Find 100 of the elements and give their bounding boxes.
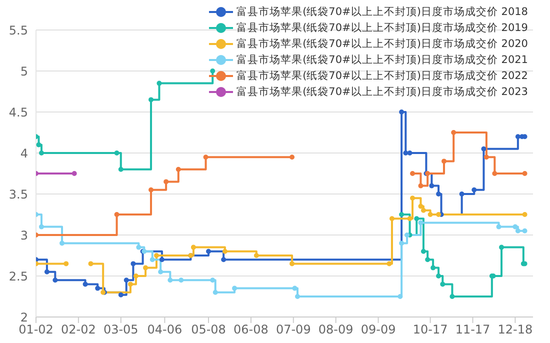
point (114, 150, 120, 156)
x-tick-label: 01-02 (18, 322, 54, 337)
point (150, 257, 155, 262)
point (118, 166, 124, 172)
point (436, 274, 442, 278)
point (210, 68, 216, 74)
point (133, 274, 138, 278)
point (221, 257, 226, 262)
point (492, 171, 498, 176)
point (148, 187, 154, 192)
point (82, 282, 88, 287)
x-tick-label: 12-18 (498, 322, 533, 337)
x-tick-label: 11-17 (455, 322, 490, 337)
x-tick-label: 09-09 (360, 322, 396, 337)
x-tick-label: 06-08 (234, 322, 268, 337)
y-tick-label: 4 (20, 146, 28, 160)
point (399, 240, 404, 246)
point (399, 110, 404, 114)
point (60, 240, 65, 246)
point (164, 179, 169, 184)
point (118, 292, 124, 298)
point (515, 228, 520, 234)
x-tick-label: 04-06 (147, 322, 182, 337)
point (295, 294, 300, 299)
point (450, 294, 455, 299)
point (420, 248, 426, 254)
point (38, 224, 44, 230)
point (159, 257, 164, 262)
point (430, 265, 436, 270)
point (136, 244, 142, 250)
point (124, 278, 129, 283)
point (232, 286, 238, 291)
point (410, 196, 416, 201)
y-tick-label: 3 (20, 228, 28, 242)
point (386, 261, 392, 266)
point (515, 134, 520, 140)
y-tick-label: 4.5 (8, 105, 28, 120)
point (206, 248, 212, 254)
legend-label: 富县市场苹果(纸袋70#以上上不封顶)日度市场成交价 2021 (236, 53, 528, 68)
point (440, 282, 446, 287)
point (481, 146, 486, 152)
x-tick-label: 05-08 (191, 322, 226, 337)
x-tick-label: 02-02 (61, 322, 96, 337)
legend-label: 富县市场苹果(纸袋70#以上上不封顶)日度市场成交价 2023 (236, 85, 528, 100)
y-tick-label: 2 (20, 310, 28, 324)
y-tick-label: 5.5 (8, 23, 28, 38)
point (212, 290, 218, 295)
y-tick-label: 2.5 (8, 269, 28, 284)
point (156, 80, 162, 86)
point (418, 220, 424, 226)
point (114, 212, 120, 217)
point (203, 154, 208, 160)
point (428, 212, 433, 217)
point (414, 216, 420, 222)
point (499, 244, 504, 250)
point (64, 261, 69, 266)
x-tick-label: 08-09 (318, 322, 354, 337)
point (522, 212, 528, 217)
point (254, 253, 259, 258)
point (459, 192, 464, 196)
point (52, 278, 58, 283)
legend-label: 富县市场苹果(纸袋70#以上上不封顶)日度市场成交价 2022 (236, 69, 528, 84)
point (410, 171, 416, 176)
point (389, 216, 394, 222)
point (403, 150, 408, 156)
point (88, 261, 94, 266)
legend-label: 富县市场苹果(纸袋70#以上上不封顶)日度市场成交价 2019 (236, 21, 528, 36)
point (190, 244, 196, 250)
point (143, 265, 148, 270)
point (44, 269, 50, 274)
legend-label: 富县市场苹果(纸袋70#以上上不封顶)日度市场成交价 2020 (236, 37, 528, 52)
x-tick-label: 07-09 (276, 322, 311, 337)
point (130, 261, 136, 266)
x-tick-label: 10-17 (412, 322, 448, 337)
point (512, 224, 518, 230)
point (210, 278, 216, 283)
point (178, 278, 184, 283)
point (292, 286, 298, 291)
point (484, 154, 489, 160)
point (425, 257, 430, 262)
point (407, 150, 412, 156)
point (451, 130, 456, 135)
point (36, 142, 42, 148)
x-tick-label: 03-05 (103, 322, 138, 337)
point (148, 97, 154, 102)
point (154, 253, 159, 258)
legend-label: 富县市场苹果(纸袋70#以上上不封顶)日度市场成交价 2018 (236, 5, 528, 20)
point (436, 212, 442, 217)
point (290, 154, 295, 160)
point (522, 171, 528, 176)
point (418, 183, 424, 188)
point (418, 204, 424, 209)
y-tick-label: 5 (20, 64, 28, 78)
point (128, 282, 133, 287)
point (176, 166, 181, 172)
point (158, 269, 164, 274)
point (404, 232, 410, 238)
point (429, 183, 434, 188)
point (38, 150, 44, 156)
point (95, 286, 100, 291)
